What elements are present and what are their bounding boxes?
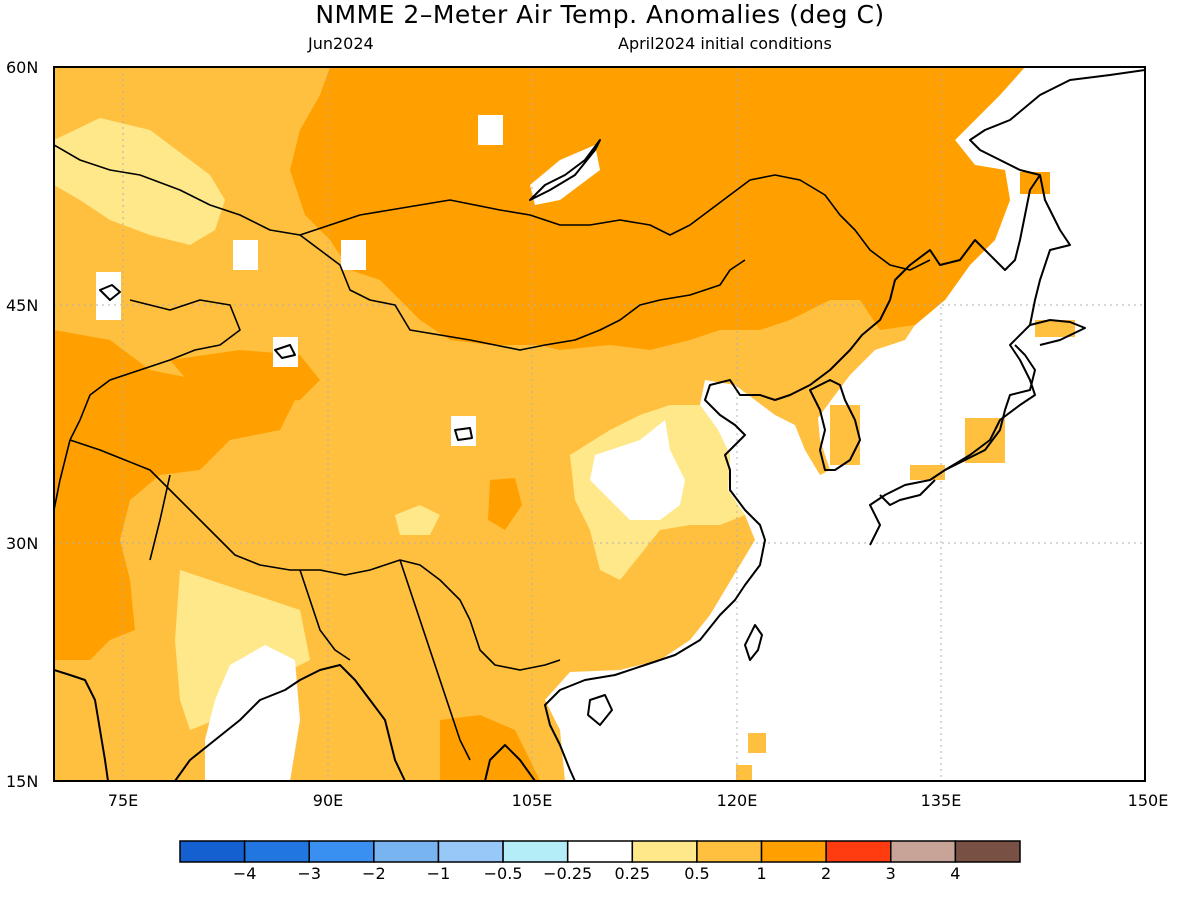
colorbar: −4 −3 −2 −1 −0.5 −0.25 0.25 0.5 1 2 3 4 (179, 840, 1021, 883)
anomaly-cell-philippines (736, 765, 752, 781)
anomaly-1-2-se-asia (440, 715, 540, 781)
anomaly-cell-korea (830, 405, 860, 465)
map-title: NMME 2–Meter Air Temp. Anomalies (deg C) (315, 0, 885, 29)
lon-label: 75E (108, 791, 138, 810)
colorbar-label: 4 (950, 864, 960, 883)
colorbar-label: 3 (886, 864, 896, 883)
anomaly-cell-taiwan (748, 733, 766, 753)
colorbar-label: 2 (821, 864, 831, 883)
lat-label: 15N (6, 772, 38, 791)
colorbar-swatch (437, 840, 504, 863)
map-frame (53, 66, 1146, 782)
colorbar-swatch (890, 840, 957, 863)
lon-label: 105E (512, 791, 553, 810)
colorbar-swatch (631, 840, 698, 863)
anomaly-near-zero-cell (96, 272, 121, 320)
anomaly-near-zero-india (205, 645, 300, 781)
target-month: Jun2024 (308, 34, 374, 53)
anomaly-weak-india (175, 570, 310, 730)
anomaly-near-zero-cell (233, 240, 258, 270)
lon-label: 150E (1128, 791, 1169, 810)
country-borders (54, 144, 931, 761)
lat-label: 60N (6, 58, 38, 77)
colorbar-swatch (243, 840, 310, 863)
coastlines (54, 69, 1145, 781)
colorbar-label: 1 (756, 864, 766, 883)
colorbar-swatch (760, 840, 827, 863)
colorbar-label: −4 (233, 864, 257, 883)
lat-label: 30N (6, 534, 38, 553)
colorbar-swatch (308, 840, 375, 863)
lon-label: 135E (921, 791, 962, 810)
colorbar-label: −0.25 (543, 864, 592, 883)
colorbar-swatch (179, 840, 246, 863)
anomaly-weak-plateau (395, 505, 440, 535)
anomaly-1-2-north (290, 67, 1025, 350)
colorbar-swatch (502, 840, 569, 863)
anomaly-near-zero-china (590, 420, 685, 520)
lon-label: 120E (717, 791, 758, 810)
initial-conditions: April2024 initial conditions (618, 34, 832, 53)
anomaly-weak-kazakh (54, 118, 225, 245)
colorbar-label: −0.5 (484, 864, 523, 883)
lat-label: 45N (6, 296, 38, 315)
anomaly-near-zero-cell (341, 240, 366, 270)
colorbar-swatch (373, 840, 440, 863)
colorbar-label: 0.25 (614, 864, 650, 883)
colorbar-swatch (696, 840, 763, 863)
colorbar-label: −3 (297, 864, 321, 883)
anomaly-1-2-west (54, 330, 300, 660)
anomaly-1-2-sichuan (488, 478, 522, 530)
colorbar-swatch (566, 840, 634, 863)
colorbar-label: 0.5 (684, 864, 709, 883)
lon-label: 90E (313, 791, 343, 810)
colorbar-swatch (825, 840, 892, 863)
anomaly-near-zero-cell (478, 115, 503, 145)
anomaly-cell-hokkaido (1035, 320, 1075, 337)
colorbar-swatch (954, 840, 1021, 863)
colorbar-label: −1 (427, 864, 451, 883)
graticule (54, 67, 1145, 781)
colorbar-label: −2 (362, 864, 386, 883)
